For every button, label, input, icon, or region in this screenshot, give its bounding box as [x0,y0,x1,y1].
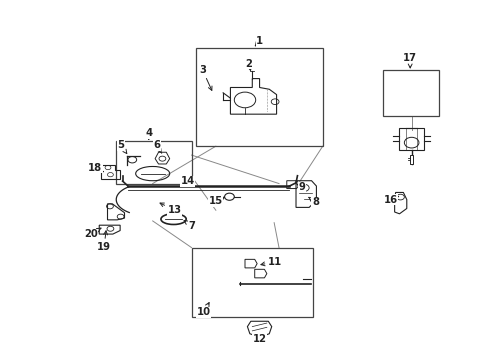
Text: 9: 9 [297,182,306,192]
Bar [192,248,313,317]
Text: 6: 6 [153,140,162,153]
Text: 13: 13 [160,203,182,215]
Bar [399,129,424,150]
Text: 12: 12 [252,334,267,345]
Text: 11: 11 [261,257,282,267]
Text: 10: 10 [196,303,211,318]
Text: 8: 8 [309,197,319,207]
Polygon shape [410,155,413,164]
Text: 4: 4 [145,128,152,139]
Text: 2: 2 [245,59,252,71]
Text: 19: 19 [97,231,111,252]
Text: 18: 18 [88,163,103,172]
Bar [116,141,192,184]
Text: 14: 14 [180,176,195,186]
Bar [384,70,440,116]
Text: 17: 17 [403,53,417,68]
Bar [196,48,323,146]
Text: 15: 15 [209,196,224,206]
Text: 1: 1 [255,36,263,46]
Text: 3: 3 [199,66,212,90]
Text: 16: 16 [384,194,399,204]
Text: 5: 5 [117,140,127,153]
Text: 7: 7 [184,221,195,230]
Text: 20: 20 [84,228,101,239]
